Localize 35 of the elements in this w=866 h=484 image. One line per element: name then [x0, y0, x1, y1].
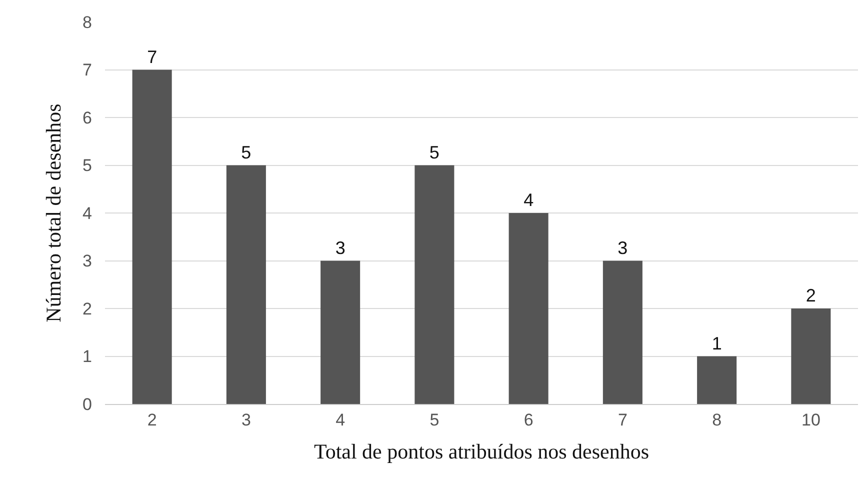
data-label: 3	[618, 238, 628, 258]
data-label: 4	[524, 190, 534, 210]
x-tick-label: 7	[618, 410, 628, 430]
bar	[602, 260, 642, 404]
bar	[320, 260, 360, 404]
x-tick-label: 2	[147, 410, 157, 430]
y-tick-label: 4	[82, 204, 92, 223]
x-tick-label: 3	[241, 410, 251, 430]
data-label: 3	[335, 238, 346, 258]
y-tick-label: 5	[82, 156, 92, 176]
y-tick-label: 8	[82, 12, 92, 32]
x-tick-label: 4	[336, 410, 346, 430]
bar	[414, 165, 454, 404]
y-tick-label: 1	[82, 347, 92, 366]
bar	[697, 356, 737, 404]
data-label: 5	[429, 142, 440, 162]
data-label: 5	[241, 142, 252, 162]
x-tick-label: 6	[524, 410, 534, 430]
y-tick-label: 0	[82, 394, 92, 414]
data-label: 7	[147, 46, 158, 67]
y-tick-label: 3	[82, 252, 92, 271]
y-tick-label: 2	[82, 299, 92, 318]
y-axis-title: Número total de desenhos	[42, 104, 66, 322]
x-tick-label: 5	[430, 410, 440, 430]
x-tick-label: 8	[712, 410, 722, 430]
data-label: 2	[806, 286, 816, 306]
y-tick-label: 7	[82, 60, 92, 80]
bar	[791, 308, 831, 404]
data-label: 1	[712, 333, 722, 354]
bar	[132, 70, 172, 404]
y-tick-label: 6	[82, 108, 92, 128]
x-tick-label: 10	[801, 410, 820, 430]
x-axis-title: Total de pontos atribuídos nos desenhos	[314, 440, 650, 464]
bar	[226, 165, 266, 404]
bar	[508, 213, 548, 404]
